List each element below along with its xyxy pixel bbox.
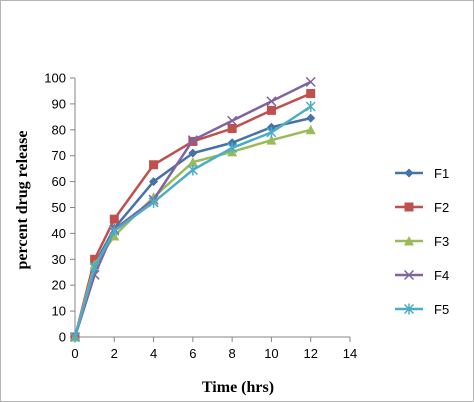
legend-label-f2: F2	[434, 200, 449, 215]
data-point-f4	[187, 135, 198, 146]
legend-label-f3: F3	[434, 234, 449, 249]
legend-item-f2: F2	[395, 200, 449, 215]
data-point-f4	[227, 115, 238, 126]
data-point-f4	[305, 76, 316, 87]
data-point-f2	[90, 254, 100, 264]
x-tick-label: 6	[189, 346, 196, 361]
y-tick-label: 30	[52, 252, 66, 267]
series-f5	[69, 100, 316, 343]
data-point-f2	[109, 214, 119, 224]
y-tick-label: 90	[52, 96, 66, 111]
data-point-f1	[188, 148, 198, 158]
x-tick-label: 12	[303, 346, 317, 361]
y-tick-label: 50	[52, 200, 66, 215]
y-tick-label: 10	[52, 304, 66, 319]
legend: F1 F2 F3 F4 F5	[395, 166, 449, 317]
data-point-f2	[266, 105, 276, 115]
legend-label-f1: F1	[434, 166, 449, 181]
data-point-f5	[69, 331, 81, 343]
x-tick-label: 8	[229, 346, 236, 361]
legend-item-f3: F3	[395, 234, 449, 249]
axes	[70, 77, 351, 342]
y-tick-label: 60	[52, 174, 66, 189]
data-point-f3	[187, 157, 198, 167]
y-tick-label: 20	[52, 278, 66, 293]
data-point-f5	[109, 225, 120, 237]
y-tick-label: 0	[59, 330, 66, 345]
y-tick-label: 100	[44, 71, 66, 86]
series-line-f5	[73, 105, 312, 338]
series-line-f4	[73, 80, 312, 338]
x-tick-label: 14	[343, 346, 357, 361]
series-line-f2	[73, 92, 312, 338]
legend-marker-f3	[404, 236, 414, 246]
series-layer	[69, 76, 316, 343]
legend-item-f4: F4	[395, 268, 449, 283]
x-tick-label: 2	[111, 346, 118, 361]
legend-label-f4: F4	[434, 268, 449, 283]
data-point-f5	[227, 142, 238, 154]
y-axis-title: percent drug release	[14, 131, 31, 270]
y-tick-label: 80	[52, 122, 66, 137]
data-point-f5	[305, 100, 316, 112]
legend-marker-f1	[404, 168, 414, 178]
x-tick-label: 4	[150, 346, 157, 361]
legend-item-f5: F5	[395, 302, 449, 317]
data-point-f3	[266, 135, 277, 145]
series-f1	[70, 113, 316, 342]
legend-marker-f2	[404, 202, 414, 212]
data-point-f1	[306, 113, 316, 123]
data-point-f5	[266, 126, 277, 138]
data-point-f5	[89, 261, 100, 273]
legend-marker-f4	[403, 269, 415, 281]
x-tick-label: 0	[71, 346, 78, 361]
data-point-f2	[227, 124, 237, 134]
legend-marker-f5	[403, 303, 415, 315]
data-point-f5	[148, 196, 159, 208]
legend-item-f1: F1	[395, 166, 449, 181]
y-tick-label: 40	[52, 226, 66, 241]
series-f4	[69, 76, 316, 343]
data-point-f2	[149, 160, 159, 170]
x-axis-title: Time (hrs)	[202, 379, 274, 396]
legend-label-f5: F5	[434, 302, 449, 317]
data-point-f5	[187, 164, 198, 176]
y-tick-label: 70	[52, 148, 66, 163]
data-point-f3	[305, 124, 316, 135]
data-point-f1	[149, 177, 159, 187]
data-point-f2	[306, 89, 316, 99]
data-point-f4	[266, 96, 277, 107]
tick-labels: 0 10 20 30 40 50 60 70 80 90 100 0 2 4 6 8 10 12 14	[44, 71, 357, 362]
x-tick-label: 10	[264, 346, 278, 361]
